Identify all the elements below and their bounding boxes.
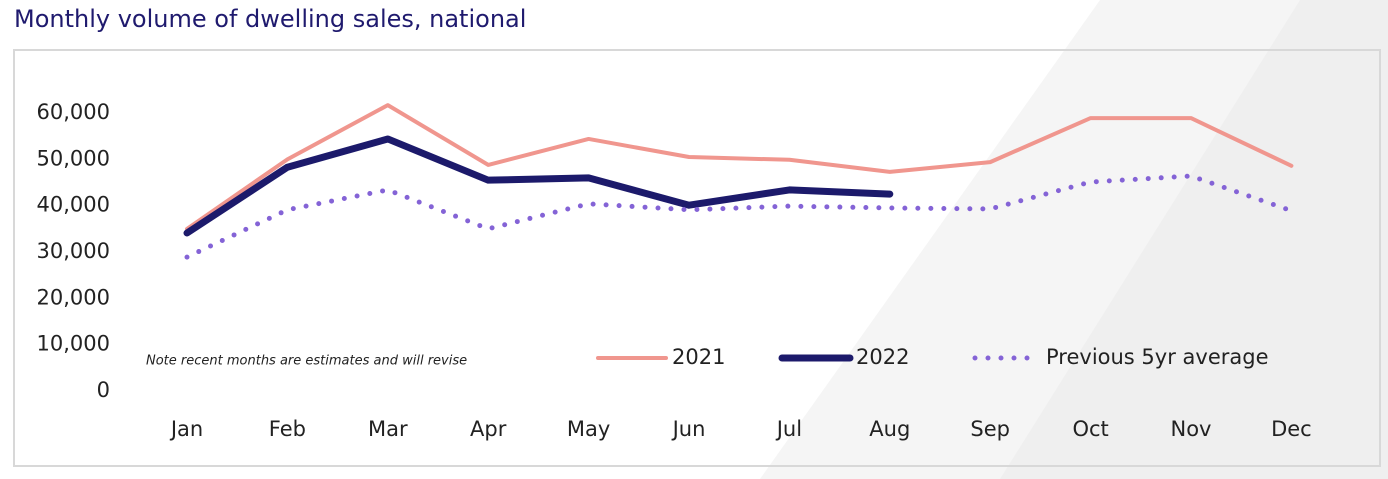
y-tick-label: 40,000 <box>37 193 110 217</box>
x-tick-label: Jun <box>671 417 706 441</box>
x-tick-label: Oct <box>1072 417 1108 441</box>
x-tick-label: Sep <box>970 417 1010 441</box>
x-tick-label: Nov <box>1171 417 1212 441</box>
legend-label: 2022 <box>856 345 909 369</box>
legend-label: Previous 5yr average <box>1046 345 1269 369</box>
x-tick-label: Aug <box>869 417 910 441</box>
series-line <box>184 173 1294 260</box>
x-tick-label: Feb <box>269 417 306 441</box>
chart-frame <box>13 49 1381 467</box>
series-line <box>183 135 894 237</box>
y-tick-label: 60,000 <box>37 100 110 124</box>
y-tick-label: 50,000 <box>37 146 110 170</box>
chart-title: Monthly volume of dwelling sales, nation… <box>14 5 526 33</box>
x-tick-label: Jul <box>775 417 802 441</box>
y-tick-label: 20,000 <box>37 285 110 309</box>
x-tick-label: Dec <box>1271 417 1312 441</box>
y-tick-label: 10,000 <box>37 332 110 356</box>
y-tick-label: 30,000 <box>37 239 110 263</box>
annotation: Note recent months are estimates and wil… <box>146 354 467 369</box>
x-tick-label: Apr <box>470 417 507 441</box>
series-line <box>185 103 1294 231</box>
x-tick-label: Jan <box>169 417 203 441</box>
legend-label: 2021 <box>672 345 725 369</box>
x-tick-label: May <box>567 417 610 441</box>
x-tick-label: Mar <box>368 417 408 441</box>
y-tick-label: 0 <box>97 378 110 402</box>
background-stripe <box>1000 0 1388 479</box>
